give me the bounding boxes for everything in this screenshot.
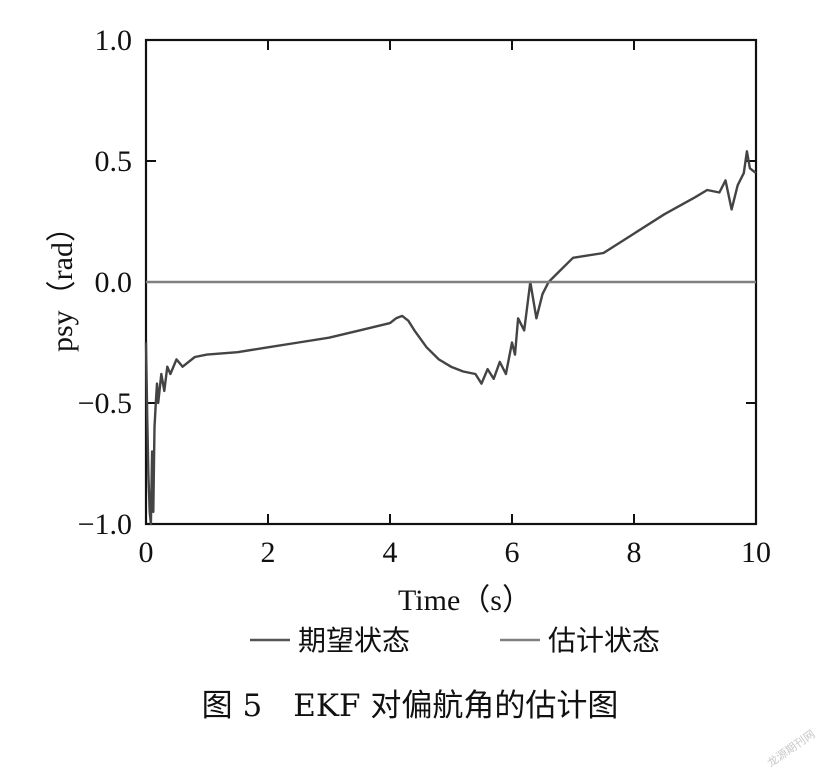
y-tick-label: 0.5 <box>95 145 133 178</box>
chart: 0 2 4 6 8 10 −1.0 −0.5 0.0 0.5 1.0 Time（s） psy（rad… <box>46 24 771 724</box>
y-tick-label: −1.0 <box>78 508 132 541</box>
legend: 期望状态 估计状态 <box>250 624 660 657</box>
x-axis-title: Time（s） <box>398 584 532 617</box>
x-tick-label: 8 <box>627 536 642 569</box>
x-tick-label: 6 <box>505 536 520 569</box>
legend-estimated-label: 估计状态 <box>548 624 660 657</box>
axis-tick-labels: 0 2 4 6 8 10 −1.0 −0.5 0.0 0.5 1.0 <box>78 24 771 569</box>
x-tick-label: 0 <box>139 536 154 569</box>
y-tick-label: −0.5 <box>78 387 132 420</box>
series-line-estimated <box>144 150 757 526</box>
legend-desired-label: 期望状态 <box>298 624 410 657</box>
x-tick-label: 4 <box>383 536 398 569</box>
x-tick-label: 2 <box>261 536 276 569</box>
figure-caption: 图 5 EKF 对偏航角的估计图 <box>202 688 619 724</box>
y-tick-label: 0.0 <box>95 266 133 299</box>
series-layer <box>144 150 757 526</box>
y-axis-title: psy（rad） <box>46 212 79 352</box>
x-tick-label: 10 <box>741 536 771 569</box>
y-tick-label: 1.0 <box>95 24 133 57</box>
